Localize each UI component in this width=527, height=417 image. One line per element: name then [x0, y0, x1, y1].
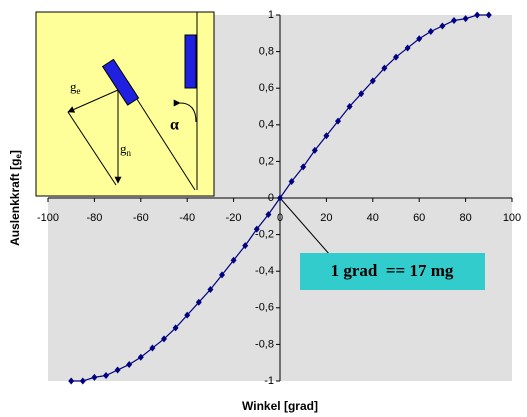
x-tick-label: 60: [413, 212, 425, 224]
x-tick-label: -80: [86, 212, 102, 224]
inset-label: n: [127, 148, 132, 158]
inset-label: e: [77, 86, 81, 96]
y-tick-label: -0,4: [255, 265, 274, 277]
x-tick-label: 20: [320, 212, 332, 224]
y-axis-title: Auslenkkraft [ge]: [8, 150, 23, 246]
y-tick-label: 0,4: [259, 119, 274, 131]
inset: ge gn α: [36, 12, 214, 196]
x-tick-label: 40: [367, 212, 379, 224]
y-tick-label: 0,2: [259, 155, 274, 167]
x-tick-label: 80: [459, 212, 471, 224]
x-tick-label: -100: [37, 212, 59, 224]
x-tick-label: -40: [179, 212, 195, 224]
x-tick-label: -20: [226, 212, 242, 224]
x-tick-label: 0: [277, 212, 283, 224]
y-tick-label: -1: [264, 375, 274, 387]
x-tick-label: 100: [503, 212, 521, 224]
inset-label: α: [170, 117, 179, 134]
y-tick-label: 0,8: [259, 46, 274, 58]
x-tick-label: -60: [133, 212, 149, 224]
y-tick-label: 0: [268, 192, 274, 204]
y-axis-title: ]: [8, 150, 22, 154]
y-tick-label: -0,6: [255, 302, 274, 314]
y-axis-title: Auslenkkraft [g: [8, 159, 22, 246]
x-axis-title: Winkel [grad]: [242, 399, 318, 413]
y-tick-label: 1: [268, 9, 274, 21]
y-tick-label: -0,8: [255, 338, 274, 350]
y-tick-label: 0,6: [259, 82, 274, 94]
annotation: 1 grad == 17 mg: [331, 261, 454, 280]
chart: ge gn α 1 grad == 17 mg Winkel [grad] Au…: [0, 0, 527, 417]
